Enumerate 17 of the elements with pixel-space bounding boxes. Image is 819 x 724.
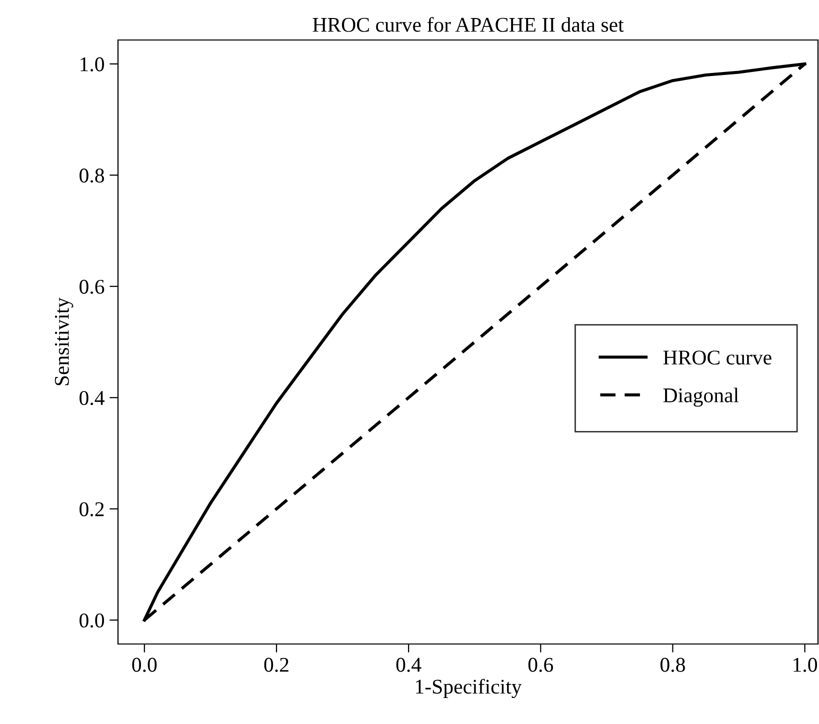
y-tick-label: 0.2 (80, 502, 104, 516)
x-tick-label: 0.2 (264, 658, 288, 672)
chart-title: HROC curve for APACHE II data set (312, 17, 624, 32)
y-tick-label: 0.0 (80, 613, 104, 628)
x-axis-title: 1-Specificity (416, 678, 522, 698)
y-tick-label: 0.6 (80, 280, 104, 294)
x-tick-label: 0.0 (132, 658, 157, 672)
legend-label: Diagonal (663, 388, 739, 407)
y-tick-label: 0.4 (80, 390, 104, 406)
y-axis-title: Sensitivity (54, 298, 74, 386)
x-tick-label: 0.4 (396, 658, 422, 672)
x-tick-label: 0.6 (528, 658, 554, 672)
x-tick-label: 0.8 (660, 658, 685, 672)
x-tick-label: 1.0 (794, 658, 818, 672)
legend-label: HROC curve (663, 350, 772, 365)
y-tick-label: 1.0 (80, 57, 104, 72)
y-tick-label: 0.8 (80, 168, 104, 183)
